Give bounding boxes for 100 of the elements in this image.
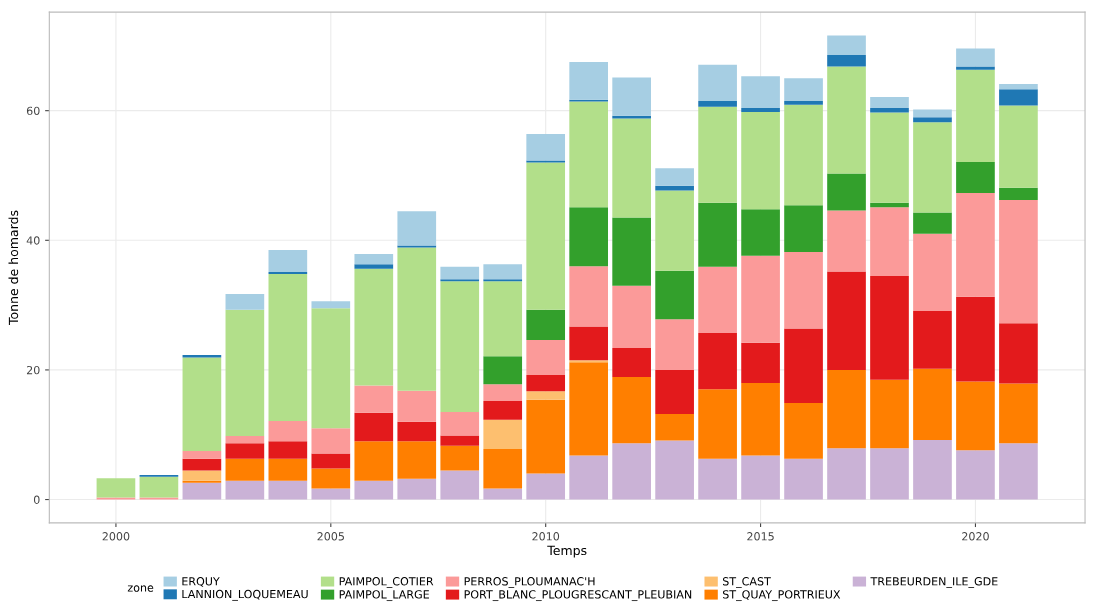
bar bbox=[741, 255, 780, 343]
bar bbox=[483, 384, 523, 402]
bar bbox=[354, 441, 394, 481]
bar bbox=[569, 101, 609, 208]
bar bbox=[784, 100, 823, 105]
bar bbox=[741, 76, 780, 109]
bar bbox=[182, 482, 222, 500]
y-tick-label: 0 bbox=[33, 495, 40, 504]
x-tick-label: 2010 bbox=[532, 532, 560, 541]
bar bbox=[827, 271, 866, 370]
bar bbox=[311, 468, 351, 489]
bar bbox=[311, 428, 351, 454]
y-tick-label: 20 bbox=[26, 365, 40, 375]
bar bbox=[999, 84, 1038, 90]
legend-label: PAIMPOL_COTIER bbox=[339, 577, 434, 588]
bar bbox=[526, 391, 566, 400]
bar bbox=[741, 342, 780, 383]
bar bbox=[483, 356, 523, 385]
bar bbox=[827, 66, 866, 174]
bar bbox=[268, 274, 308, 422]
y-tick-label: 60 bbox=[26, 106, 40, 116]
bar bbox=[827, 35, 866, 55]
bar bbox=[698, 332, 737, 390]
bar bbox=[784, 78, 823, 101]
legend-label: ERQUY bbox=[182, 577, 220, 587]
bar bbox=[698, 100, 737, 107]
bar bbox=[870, 379, 909, 449]
bar bbox=[956, 296, 995, 382]
bar bbox=[268, 421, 308, 442]
bar bbox=[655, 168, 694, 186]
bar bbox=[569, 266, 609, 327]
bar bbox=[96, 478, 136, 498]
bar bbox=[784, 251, 823, 329]
legend-label: ST_CAST bbox=[722, 577, 771, 588]
bar bbox=[655, 190, 694, 271]
bar bbox=[311, 488, 351, 500]
bar bbox=[268, 250, 308, 273]
bar bbox=[827, 369, 866, 449]
bar bbox=[225, 436, 265, 444]
bar bbox=[569, 62, 609, 100]
bar bbox=[913, 368, 952, 440]
legend-label: PORT_BLANC_PLOUGRESCANT_PLEUBIAN bbox=[464, 590, 692, 602]
bar bbox=[440, 412, 480, 436]
bar bbox=[354, 253, 394, 265]
bar bbox=[526, 134, 566, 161]
bar bbox=[913, 122, 952, 213]
bar bbox=[870, 207, 909, 276]
bar bbox=[569, 362, 609, 456]
bar bbox=[784, 328, 823, 403]
bar bbox=[655, 440, 694, 500]
bar bbox=[784, 402, 823, 459]
bar bbox=[182, 450, 222, 459]
bar bbox=[741, 382, 780, 456]
y-tick-label: 40 bbox=[26, 236, 40, 245]
bar bbox=[913, 310, 952, 369]
bar bbox=[182, 357, 222, 451]
bar bbox=[440, 470, 480, 500]
bar bbox=[526, 340, 566, 376]
bar bbox=[612, 377, 651, 444]
legend-label: PAIMPOL_LARGE bbox=[339, 590, 429, 602]
bar bbox=[397, 247, 437, 391]
bar bbox=[784, 458, 823, 500]
bar bbox=[311, 308, 351, 429]
bar bbox=[698, 458, 737, 500]
bar bbox=[354, 268, 394, 386]
bar bbox=[440, 435, 480, 446]
bar bbox=[397, 478, 437, 500]
bar bbox=[440, 266, 480, 280]
bar bbox=[397, 211, 437, 246]
bar bbox=[569, 207, 609, 267]
bar bbox=[698, 266, 737, 333]
bar bbox=[311, 453, 351, 469]
bar bbox=[698, 64, 737, 101]
bar bbox=[440, 281, 480, 413]
bar bbox=[741, 455, 780, 500]
bar bbox=[956, 192, 995, 297]
bar bbox=[655, 369, 694, 414]
bar bbox=[483, 281, 523, 357]
x-axis-title: Temps bbox=[547, 545, 587, 558]
bar bbox=[655, 319, 694, 370]
bar bbox=[612, 347, 651, 378]
bar bbox=[397, 390, 437, 422]
bar bbox=[999, 105, 1038, 188]
bar bbox=[354, 385, 394, 413]
bar bbox=[870, 448, 909, 500]
bar bbox=[268, 480, 308, 500]
bar bbox=[698, 202, 737, 267]
bar bbox=[913, 233, 952, 311]
bar bbox=[956, 450, 995, 500]
bar bbox=[827, 210, 866, 272]
bar bbox=[741, 209, 780, 256]
bar bbox=[827, 448, 866, 500]
x-tick-label: 2015 bbox=[747, 532, 774, 541]
bar bbox=[268, 458, 308, 481]
bar bbox=[913, 109, 952, 118]
bar bbox=[526, 162, 566, 310]
bar bbox=[784, 104, 823, 206]
bar bbox=[182, 355, 222, 358]
bar bbox=[526, 375, 566, 392]
bar bbox=[311, 301, 351, 309]
